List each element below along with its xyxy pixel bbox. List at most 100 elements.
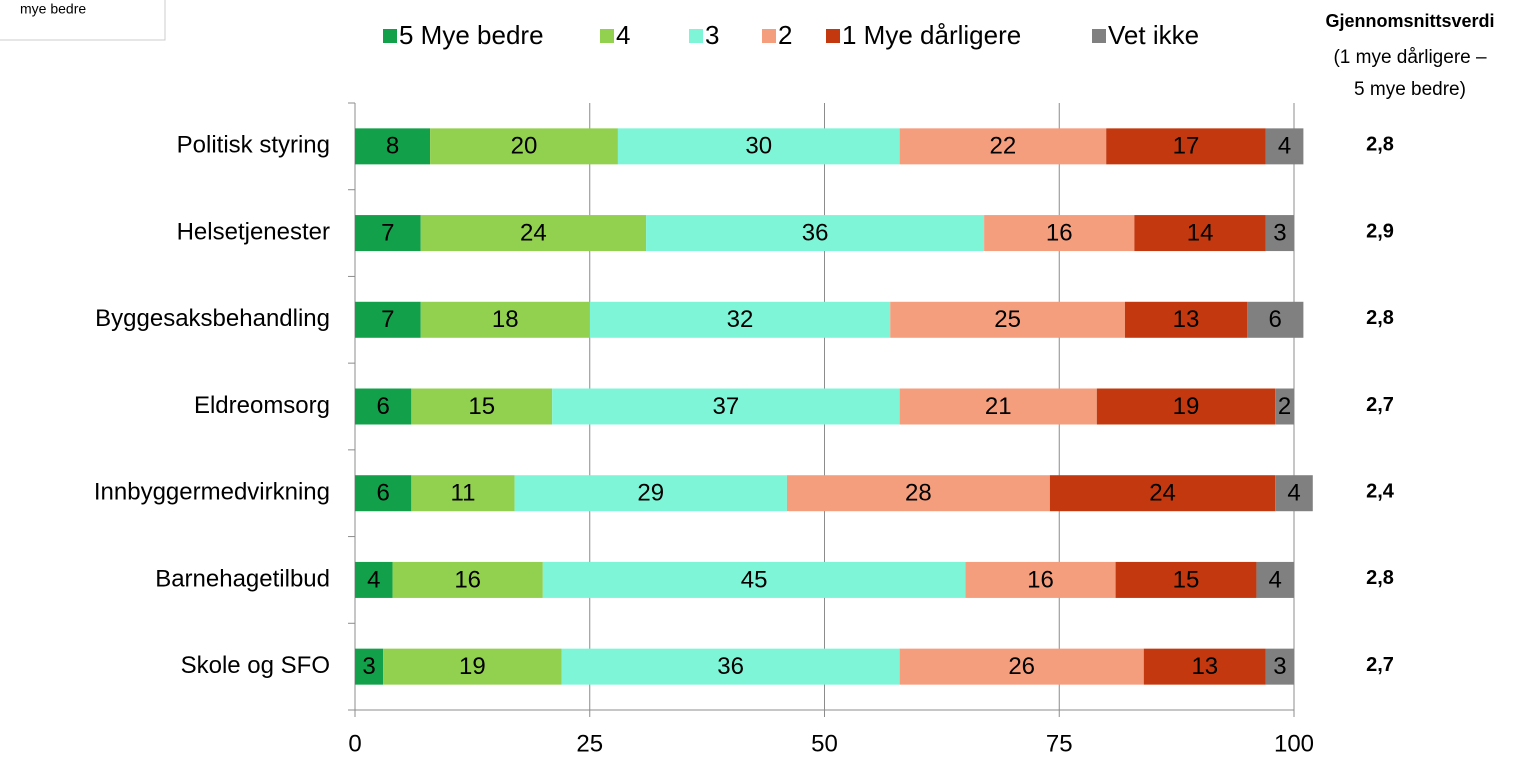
bar-segment (420, 215, 647, 252)
bar-segment (1049, 475, 1276, 512)
data-label: 16 (1046, 219, 1073, 246)
bar-segment (420, 301, 590, 338)
bar-segment (1096, 388, 1276, 425)
data-label: 4 (1269, 566, 1282, 593)
average-label: 2,8 (1366, 134, 1394, 156)
bar-segment (899, 128, 1107, 165)
data-label: 4 (367, 566, 380, 593)
data-label: 15 (468, 393, 495, 420)
side-subtitle: 5 mye bedre) (1354, 79, 1466, 100)
average-label: 2,9 (1366, 220, 1394, 242)
legend-label: 5 Mye bedre (399, 20, 544, 50)
data-label: 30 (745, 133, 772, 160)
bar-segment (392, 561, 543, 598)
data-label: 14 (1187, 219, 1214, 246)
x-tick-label: 75 (1046, 730, 1073, 757)
data-label: 13 (1173, 306, 1200, 333)
bar-segment (1143, 648, 1266, 685)
data-label: 6 (376, 480, 389, 507)
side-title: Gjennomsnittsverdi (1325, 11, 1494, 31)
y-tick-label: Skole og SFO (181, 652, 330, 679)
y-tick-label: Byggesaksbehandling (95, 305, 330, 332)
y-tick-label: Barnehagetilbud (155, 565, 330, 592)
bar-segment (1256, 561, 1294, 598)
data-label: 7 (381, 219, 394, 246)
bar-segment (589, 301, 891, 338)
bar-segment (786, 475, 1050, 512)
bar-segment (899, 388, 1097, 425)
bar-segment (1106, 128, 1266, 165)
data-label: 4 (1278, 133, 1291, 160)
data-label: 19 (459, 653, 486, 680)
bar-segment (355, 128, 431, 165)
data-label: 16 (1027, 566, 1054, 593)
bar-segment (1134, 215, 1266, 252)
legend-label: 2 (778, 20, 792, 50)
data-label: 29 (637, 480, 664, 507)
data-label: 3 (1273, 653, 1286, 680)
bar-segment (355, 301, 421, 338)
bar-segment (552, 388, 900, 425)
bar-segment (1265, 128, 1304, 165)
data-label: 3 (1273, 219, 1286, 246)
data-label: 16 (454, 566, 481, 593)
legend-label: Vet ikke (1108, 20, 1199, 50)
data-label: 6 (1269, 306, 1282, 333)
data-label: 36 (717, 653, 744, 680)
bar-segment (1247, 301, 1304, 338)
data-label: 25 (994, 306, 1021, 333)
bar-segment (984, 215, 1135, 252)
average-label: 2,4 (1366, 480, 1395, 502)
data-label: 37 (713, 393, 740, 420)
data-label: 8 (386, 133, 399, 160)
data-label: 15 (1173, 566, 1200, 593)
bar-segment (355, 648, 384, 685)
bar-segment (646, 215, 985, 252)
x-tick-label: 50 (811, 730, 838, 757)
data-label: 28 (905, 480, 932, 507)
bar-segment (514, 475, 787, 512)
data-label: 13 (1191, 653, 1218, 680)
data-label: 2 (1278, 393, 1291, 420)
y-tick-label: Eldreomsorg (194, 392, 330, 419)
bar-segment (355, 475, 412, 512)
data-label: 6 (376, 393, 389, 420)
average-label: 2,7 (1366, 654, 1394, 676)
bar-segment (355, 215, 421, 252)
note: mye bedre (20, 1, 86, 17)
legend-label: 3 (705, 20, 719, 50)
bar-segment (411, 388, 553, 425)
average-label: 2,8 (1366, 567, 1394, 589)
legend-swatch (762, 29, 776, 43)
bar-segment (355, 388, 412, 425)
bar-segment (899, 648, 1144, 685)
bar-segment (355, 561, 393, 598)
data-label: 4 (1287, 480, 1300, 507)
bar-segment (965, 561, 1116, 598)
data-label: 24 (520, 219, 547, 246)
bar-segment (561, 648, 900, 685)
data-label: 20 (511, 133, 538, 160)
data-label: 21 (985, 393, 1012, 420)
x-tick-label: 100 (1274, 730, 1314, 757)
legend-swatch (600, 29, 614, 43)
y-tick-label: Politisk styring (177, 132, 330, 159)
bar-segment (430, 128, 618, 165)
average-label: 2,8 (1366, 307, 1394, 329)
legend-swatch (1092, 29, 1106, 43)
side-subtitle: (1 mye dårligere – (1333, 47, 1487, 68)
bar-segment (383, 648, 562, 685)
data-label: 36 (802, 219, 829, 246)
legend-label: 1 Mye dårligere (842, 20, 1021, 50)
data-label: 32 (727, 306, 754, 333)
bar-segment (890, 301, 1125, 338)
data-label: 19 (1173, 393, 1200, 420)
legend-swatch (826, 29, 840, 43)
bar-segment (1265, 648, 1294, 685)
legend-swatch (383, 29, 397, 43)
data-label: 24 (1149, 480, 1176, 507)
data-label: 11 (451, 480, 476, 507)
y-tick-label: Helsetjenester (177, 218, 330, 245)
bar-segment (411, 475, 515, 512)
